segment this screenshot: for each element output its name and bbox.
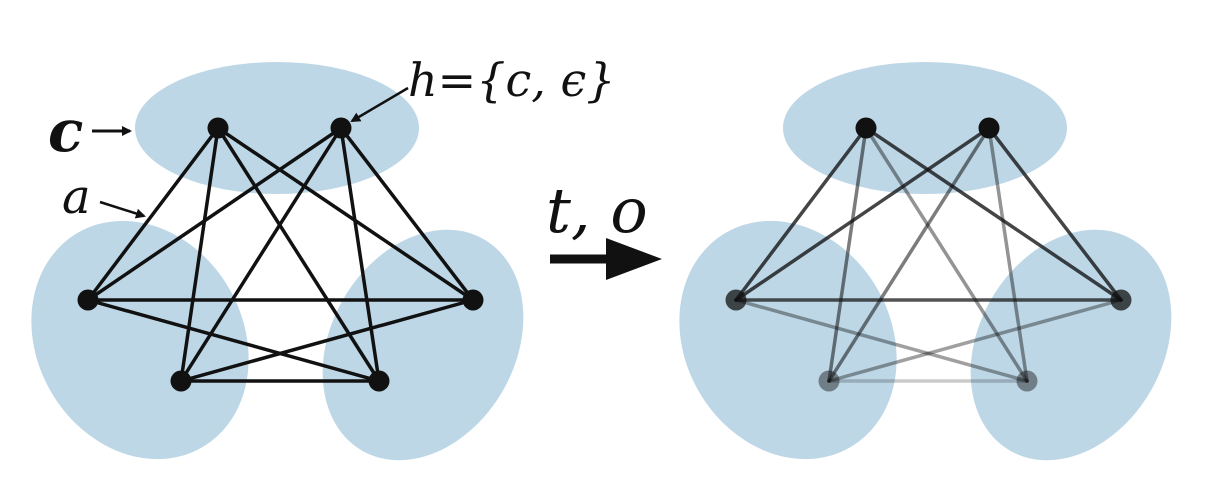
right-node-top-right [978, 117, 1000, 139]
label-a: a [62, 169, 91, 225]
right-graph-panel [679, 62, 1172, 461]
label-transform: t, o [546, 174, 648, 247]
left-node-mid-right [462, 289, 484, 311]
right-node-bottom-right [1016, 370, 1038, 392]
left-edge-top-right-to-bottom-right [339, 126, 381, 383]
right-cluster-left [679, 220, 897, 460]
left-edge-top-right-to-mid-left [86, 126, 343, 302]
left-edge-top-left-to-bottom-right [216, 126, 381, 383]
right-cluster-right [970, 229, 1172, 461]
h-arrow [350, 86, 409, 123]
transform-arrow-head [606, 238, 662, 280]
right-edges [734, 126, 1123, 383]
right-node-bottom-left [818, 370, 840, 392]
label-h: h={c, ϵ} [408, 53, 616, 107]
left-edge-top-left-to-mid-right [216, 126, 475, 302]
left-edge-top-left-to-mid-left [86, 126, 220, 302]
label-h-eq: = [438, 53, 477, 107]
left-node-top-right [330, 117, 352, 139]
left-edge-mid-left-to-bottom-right [86, 298, 381, 383]
right-nodes [725, 117, 1132, 392]
left-edges [86, 126, 475, 383]
right-edge-mid-right-to-bottom-left [827, 298, 1123, 383]
right-edge-top-left-to-bottom-left [827, 126, 868, 383]
left-edge-mid-right-to-bottom-left [179, 298, 475, 383]
label-c: c [48, 97, 83, 165]
left-node-bottom-left [170, 370, 192, 392]
right-edge-top-right-to-mid-right [987, 126, 1123, 302]
transform-arrow-group: t, o [546, 174, 662, 280]
right-edge-top-left-to-mid-left [734, 126, 868, 302]
left-cluster-right [322, 229, 524, 461]
left-edge-top-right-to-mid-right [339, 126, 475, 302]
right-edge-top-right-to-bottom-left [827, 126, 991, 383]
left-node-bottom-right [368, 370, 390, 392]
left-edge-top-right-to-bottom-left [179, 126, 343, 383]
left-nodes [77, 117, 484, 392]
left-node-top-left [207, 117, 229, 139]
right-cluster-top [783, 62, 1067, 194]
right-edge-top-left-to-bottom-right [864, 126, 1029, 383]
left-cluster-top [135, 62, 419, 194]
right-edge-top-right-to-mid-left [734, 126, 991, 302]
left-graph-panel: c a h={c, ϵ} [31, 53, 616, 461]
a-arrow [99, 200, 146, 219]
right-edge-top-right-to-bottom-right [987, 126, 1029, 383]
right-node-mid-left [725, 289, 747, 311]
left-node-mid-left [77, 289, 99, 311]
left-edge-top-left-to-bottom-left [179, 126, 220, 383]
right-node-top-left [855, 117, 877, 139]
right-node-mid-right [1110, 289, 1132, 311]
right-edge-top-left-to-mid-right [864, 126, 1123, 302]
label-h-lhs: h [408, 53, 438, 107]
label-h-set: {c, ϵ} [476, 53, 615, 107]
right-edge-mid-left-to-bottom-right [734, 298, 1029, 383]
